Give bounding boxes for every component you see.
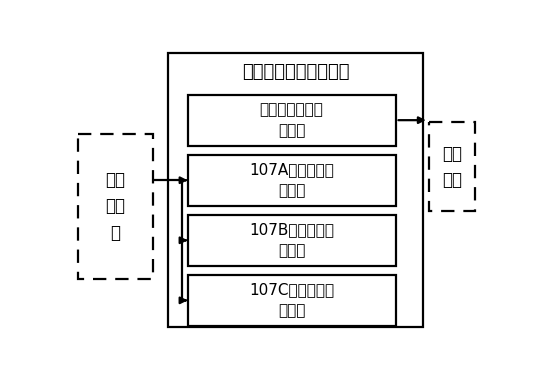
Text: 107A合闸电流控
制回路: 107A合闸电流控 制回路 (249, 162, 334, 198)
Text: 107C合闸电流控
制回路: 107C合闸电流控 制回路 (249, 282, 334, 318)
Text: 采集
模块: 采集 模块 (442, 144, 462, 189)
Text: 基准合闸电流控
制回路: 基准合闸电流控 制回路 (260, 102, 324, 138)
Text: 107B合闸电流控
制回路: 107B合闸电流控 制回路 (249, 222, 334, 258)
Bar (429, 122, 475, 211)
Bar (188, 275, 396, 326)
Bar (188, 95, 396, 146)
Bar (188, 215, 396, 266)
Text: 合闸整定电流设置电路: 合闸整定电流设置电路 (242, 63, 349, 81)
Bar (168, 53, 422, 327)
Bar (78, 134, 153, 279)
Text: 命令
检测
点: 命令 检测 点 (105, 171, 125, 242)
Bar (188, 155, 396, 206)
